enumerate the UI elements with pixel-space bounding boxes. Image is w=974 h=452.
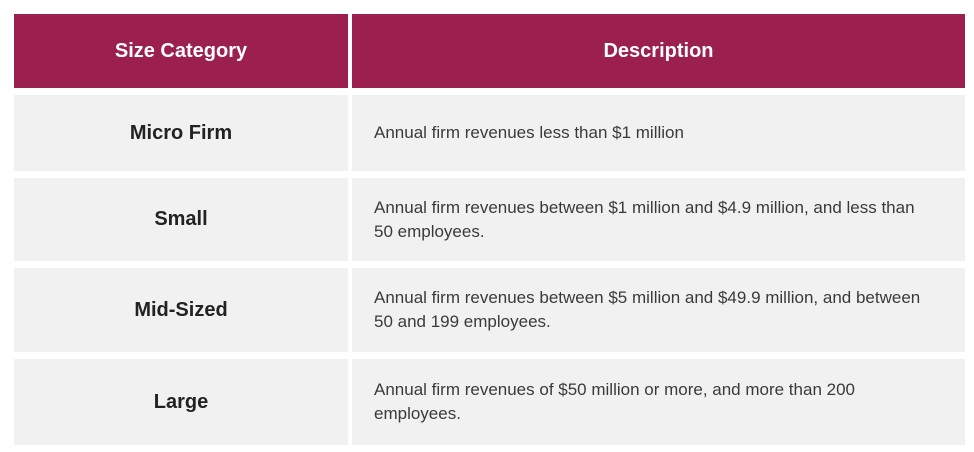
category-cell: Large [14, 359, 348, 445]
table-row: Small Annual firm revenues between $1 mi… [14, 178, 965, 261]
category-cell: Mid-Sized [14, 268, 348, 352]
category-cell: Micro Firm [14, 95, 348, 171]
table-row: Large Annual firm revenues of $50 millio… [14, 359, 965, 445]
description-cell: Annual firm revenues between $1 million … [352, 178, 965, 261]
table-header-row: Size Category Description [14, 14, 965, 88]
size-category-table: Size Category Description Micro Firm Ann… [14, 14, 965, 452]
description-cell: Annual firm revenues less than $1 millio… [352, 95, 965, 171]
description-cell: Annual firm revenues between $5 million … [352, 268, 965, 352]
table-row: Mid-Sized Annual firm revenues between $… [14, 268, 965, 352]
header-description: Description [352, 14, 965, 88]
description-cell: Annual firm revenues of $50 million or m… [352, 359, 965, 445]
category-cell: Small [14, 178, 348, 261]
table-row: Micro Firm Annual firm revenues less tha… [14, 95, 965, 171]
header-size-category: Size Category [14, 14, 348, 88]
